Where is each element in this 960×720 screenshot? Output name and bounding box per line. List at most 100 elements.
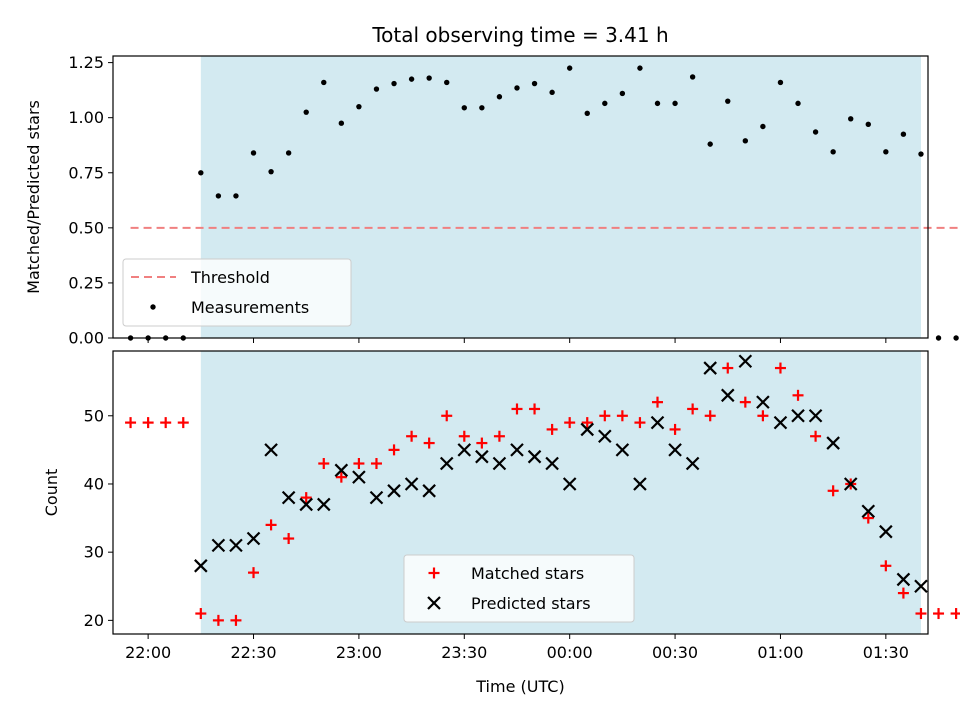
x-tick-label: 23:30 [441,643,487,662]
measurement-points [127,65,959,341]
measurement-point [584,110,590,116]
predicted-point [352,470,366,484]
ratio-axis-ticks: 0.00 0.25 0.50 0.75 1.00 1.25 [68,53,887,348]
y-tick-label: 30 [84,543,104,562]
y-tick-label: 0.00 [68,329,104,348]
measurement-point [250,150,257,156]
measurement-point [479,105,485,111]
measurement-point [830,149,836,155]
measurement-point [619,90,626,97]
measurement-point [672,100,678,107]
ratio-plot-frame [112,55,929,339]
ratio-legend-box [122,258,352,327]
predicted-point [773,415,788,430]
y-tick-label: 20 [84,611,104,630]
predicted-point [404,477,419,491]
count-y-axis-label: Count [42,469,61,517]
predicted-point [861,504,876,519]
measurement-point [444,79,450,86]
time-x-axis-label: Time (UTC) [475,677,564,696]
legend-predicted-swatch [427,596,441,610]
predicted-point [427,596,441,610]
predicted-point [650,415,665,430]
count-legend: Matched stars Predicted stars [403,554,635,623]
measurement-point [900,131,907,137]
predicted-point [387,484,401,498]
legend-measurements-label: Measurements [191,298,309,317]
y-tick-label: 50 [84,406,104,425]
measurement-point [268,168,274,175]
predicted-point [510,443,524,457]
measurement-point [461,105,467,111]
ratio-legend: Threshold Measurements [122,258,352,327]
measurement-point [356,103,362,110]
measurement-point [303,109,309,115]
ratio-y-axis-label: Matched/Predicted stars [24,100,43,294]
predicted-point [229,538,243,553]
legend-threshold-label: Threshold [190,268,270,287]
predicted-point [316,497,331,512]
measurement-point [812,129,819,135]
predicted-point [545,456,559,471]
measurement-point [883,149,889,155]
predicted-point [211,538,226,553]
predicted-point [334,463,349,478]
measurement-point [795,100,801,107]
predicted-point [756,395,770,409]
measurement-point [285,150,292,156]
measurement-point [865,121,871,127]
measurement-point [198,170,204,176]
predicted-point [668,443,682,457]
y-tick-label: 1.25 [68,53,104,72]
measurement-point [602,100,608,107]
x-tick-label: 00:30 [652,643,698,662]
y-tick-label: 0.25 [68,273,104,292]
x-tick-label: 22:30 [230,643,276,662]
x-tick-label: 22:00 [125,643,171,662]
count-panel: 20 30 40 50 22:00 22:30 23:00 23:30 00:00 00:30 01… [42,350,960,696]
measurement-point [935,335,942,341]
count-axis-ticks: 20 30 40 50 22:00 22:30 23:00 23:30 00:00 00:30 01… [84,406,909,662]
predicted-point [720,388,735,403]
measurement-point [566,65,573,71]
measurement-point [233,193,239,199]
x-tick-label: 01:00 [757,643,803,662]
y-tick-label: 0.50 [68,218,104,237]
measurement-point [549,89,555,96]
predicted-point [738,354,753,369]
x-tick-label: 00:00 [547,643,593,662]
measurement-point [918,151,924,157]
predicted-point [422,484,436,498]
predicted-point [492,456,507,471]
measurement-point [514,85,520,91]
legend-matched-label: Matched stars [471,564,584,583]
measurement-point [496,94,503,100]
predicted-point [299,497,313,512]
measurement-point [321,79,327,86]
x-tick-label: 01:30 [863,643,909,662]
predicted-point [879,524,893,539]
measurement-point [531,80,538,87]
measurement-point [654,100,661,107]
measurement-point [215,193,222,199]
ratio-panel: 0.00 0.25 0.50 0.75 1.00 1.25 Total observing… [24,23,960,348]
predicted-point [281,490,296,505]
predicted-point [194,559,208,573]
legend-predicted-label: Predicted stars [471,594,591,613]
measurement-point [725,98,731,104]
predicted-point [527,449,542,464]
predicted-point [598,429,612,444]
legend-measurements-swatch [150,304,156,310]
count-legend-box [403,554,635,623]
predicted-point [246,531,261,546]
predicted-point [562,477,577,491]
measurement-point [373,86,380,92]
y-tick-label: 0.75 [68,163,104,182]
predicted-point [615,443,630,457]
measurement-point [742,138,749,144]
x-tick-label: 23:00 [336,643,382,662]
predicted-point [264,443,278,457]
predicted-point [457,443,472,457]
predicted-point [685,456,700,471]
